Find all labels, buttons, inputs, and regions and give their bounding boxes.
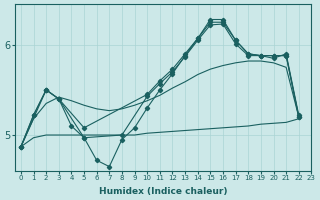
X-axis label: Humidex (Indice chaleur): Humidex (Indice chaleur) [99,187,227,196]
